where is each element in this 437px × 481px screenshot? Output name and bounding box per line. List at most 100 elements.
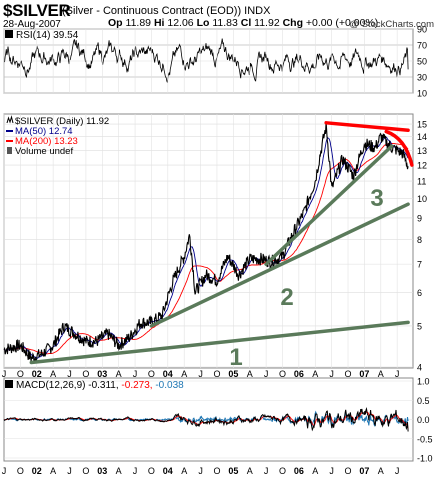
chart-instrument-name: (Silver - Continuous Contract (EOD)) IND…: [62, 5, 270, 17]
x-tick-label-top: 06: [294, 369, 304, 379]
rsi-marker-icon: [5, 30, 13, 38]
x-tick-label-top: O: [17, 369, 24, 379]
x-tick-label-top: O: [148, 369, 155, 379]
x-tick-label-bottom: J: [264, 466, 269, 476]
low-value: 11.83: [212, 17, 238, 29]
rsi-panel: 90 70 50 30 10 RSI(14) 39.54: [3, 25, 427, 99]
x-tick-label-bottom: 04: [163, 466, 173, 476]
chart-date: 28-Aug-2007: [3, 19, 61, 30]
x-tick-label-top: O: [279, 369, 286, 379]
stockcharts-watermark: @ StockCharts.com: [349, 19, 434, 30]
macd-value: -0.311,: [88, 380, 118, 391]
x-tick-label-top: O: [213, 369, 220, 379]
macd-marker-icon: [5, 380, 13, 388]
close-value: 11.92: [254, 17, 280, 29]
low-label: Lo: [196, 17, 210, 29]
x-tick-label-top: 07: [359, 369, 369, 379]
high-value: 12.06: [167, 17, 194, 29]
rsi-gridlines: [4, 28, 413, 94]
x-tick-label-top: O: [82, 369, 89, 379]
rsi-tick-label: 10: [417, 89, 427, 99]
rsi-tick-label: 70: [417, 41, 427, 51]
x-tick-label-bottom: 02: [32, 466, 42, 476]
x-tick-label-top: 04: [163, 369, 173, 379]
x-tick-label-top: J: [264, 369, 269, 379]
rsi-line: [4, 38, 409, 83]
x-tick-label-top: J: [67, 369, 72, 379]
resistance-line: [324, 121, 410, 133]
rsi-tick-label: 50: [417, 57, 427, 67]
resistance-curve: [384, 129, 414, 167]
price-tick-label: 5: [417, 321, 422, 331]
price-tick-label: 14: [417, 132, 427, 142]
x-tick-label-bottom: O: [345, 466, 352, 476]
price-tick-label: 13: [417, 146, 427, 156]
price-tick-label: 4: [417, 363, 422, 373]
x-tick-label-top: A: [312, 369, 318, 379]
price-tick-label: 10: [417, 194, 427, 204]
macd-tick-label: 0.0: [417, 415, 430, 425]
open-label: Op: [108, 17, 123, 29]
legend-entry: MA(200) 13.23: [15, 136, 78, 147]
macd-tick-label: 1.0: [417, 377, 430, 387]
price-tick-label: 9: [417, 213, 422, 223]
macd-tick-labels: 1.0 0.5 0.0 -0.5 -1.0: [417, 377, 433, 464]
x-tick-label-bottom: A: [312, 466, 318, 476]
x-tick-label-bottom: O: [213, 466, 220, 476]
quote-summary: Op 11.89 Hi 12.06 Lo 11.83 Cl 11.92 Chg …: [108, 17, 378, 29]
change-value: +0.00 (+0.00%): [305, 17, 379, 29]
change-label: Chg: [282, 17, 303, 29]
x-tick-label-bottom: J: [67, 466, 72, 476]
x-tick-label-bottom: J: [395, 466, 400, 476]
price-tick-labels: 15 14 13 12 11 10 9 8 7 6 5 4: [417, 120, 427, 373]
legend-entry: Volume undef: [15, 146, 73, 157]
x-axis-top: J O 02 A J O 03 A J O 04 A J O 05 A J O 06 A J O 07 A J: [2, 369, 400, 379]
macd-signal-value: -0.273,: [121, 380, 152, 391]
x-tick-label-top: J: [198, 369, 203, 379]
x-tick-label-bottom: J: [133, 466, 138, 476]
exchange-label: INDX: [244, 5, 271, 17]
x-tick-label-bottom: A: [116, 466, 122, 476]
instrument-name: (Silver - Continuous Contract (EOD)): [62, 5, 242, 17]
macd-line: [3, 406, 409, 432]
trendline-labels: 1 2 3: [229, 185, 383, 371]
chart-ticker: $SILVER: [3, 1, 71, 20]
x-tick-label-bottom: 06: [294, 466, 304, 476]
macd-tick-label: -1.0: [417, 454, 433, 464]
high-label: Hi: [153, 17, 165, 29]
x-tick-label-top: A: [378, 369, 384, 379]
x-tick-label-bottom: J: [198, 466, 203, 476]
x-tick-label-top: 02: [32, 369, 42, 379]
x-tick-label-top: J: [2, 369, 7, 379]
x-tick-label-top: J: [395, 369, 400, 379]
rsi-tick-label: 30: [417, 73, 427, 83]
price-line-icon: [6, 115, 14, 124]
x-axis-bottom: J O 02 A J O 03 A J O 04 A J O 05 A J O 06 A J O 07 A J: [2, 466, 400, 476]
x-tick-label-bottom: O: [279, 466, 286, 476]
price-tick-label: 6: [417, 288, 422, 298]
x-tick-label-bottom: 07: [359, 466, 369, 476]
macd-tick-label: 0.5: [417, 396, 430, 406]
trendline-1: [29, 320, 410, 365]
x-tick-label-bottom: A: [50, 466, 56, 476]
trendline-3: [264, 144, 394, 266]
x-tick-label-bottom: 05: [228, 466, 238, 476]
volume-icon: [7, 147, 12, 154]
price-frame: [3, 113, 414, 369]
macd-hist-value: -0.038: [155, 380, 184, 391]
trendline-label-3: 3: [370, 185, 383, 212]
x-tick-label-top: J: [329, 369, 334, 379]
x-tick-label-bottom: J: [2, 466, 7, 476]
x-tick-label-top: 05: [228, 369, 238, 379]
macd-label-prefix: MACD(12,26,9): [16, 380, 85, 391]
x-tick-label-bottom: A: [181, 466, 187, 476]
price-tick-label: 12: [417, 161, 427, 171]
x-tick-label-top: A: [181, 369, 187, 379]
x-tick-label-top: A: [50, 369, 56, 379]
macd-label: MACD(12,26,9) -0.311, -0.273, -0.038: [16, 380, 184, 391]
rsi-tick-labels: 90 70 50 30 10: [417, 25, 427, 99]
close-label: Cl: [240, 17, 252, 29]
